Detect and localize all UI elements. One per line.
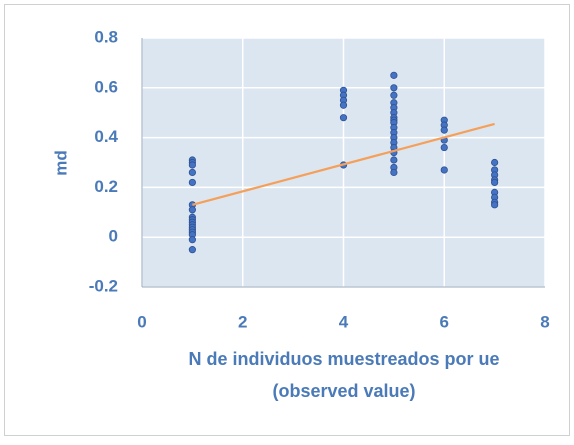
- x-tick-label: 6: [440, 312, 449, 331]
- point: [440, 166, 448, 174]
- point: [390, 84, 398, 92]
- x-tick-label: 8: [540, 312, 549, 331]
- x-tick-label: 4: [339, 312, 349, 331]
- point: [390, 156, 398, 164]
- point: [188, 168, 196, 177]
- y-tick-label: -0.2: [89, 276, 118, 295]
- x-axis-title: N de individuos muestreados por ue: [188, 349, 499, 369]
- y-tick-label: 0.4: [94, 127, 118, 146]
- point: [440, 126, 448, 134]
- point: [188, 236, 196, 244]
- y-tick-label: 0.2: [94, 177, 118, 196]
- point: [188, 206, 196, 214]
- point: [339, 114, 348, 122]
- point: [491, 201, 499, 209]
- x-tick-label: 2: [238, 312, 247, 331]
- point: [188, 161, 196, 169]
- point: [390, 168, 398, 177]
- point: [188, 246, 196, 254]
- point: [491, 158, 499, 167]
- point: [390, 91, 398, 99]
- x-tick-label: 0: [137, 312, 146, 331]
- point: [339, 101, 348, 109]
- point: [390, 71, 398, 79]
- y-tick-label: 0.8: [94, 27, 118, 46]
- point: [491, 178, 499, 187]
- y-tick-label: 0: [109, 227, 118, 246]
- point: [440, 143, 448, 152]
- trendline: [192, 122, 495, 206]
- y-axis-title: md: [51, 150, 70, 176]
- point: [188, 178, 196, 187]
- y-tick-label: 0.6: [94, 77, 118, 96]
- x-axis-title: (observed value): [272, 381, 415, 401]
